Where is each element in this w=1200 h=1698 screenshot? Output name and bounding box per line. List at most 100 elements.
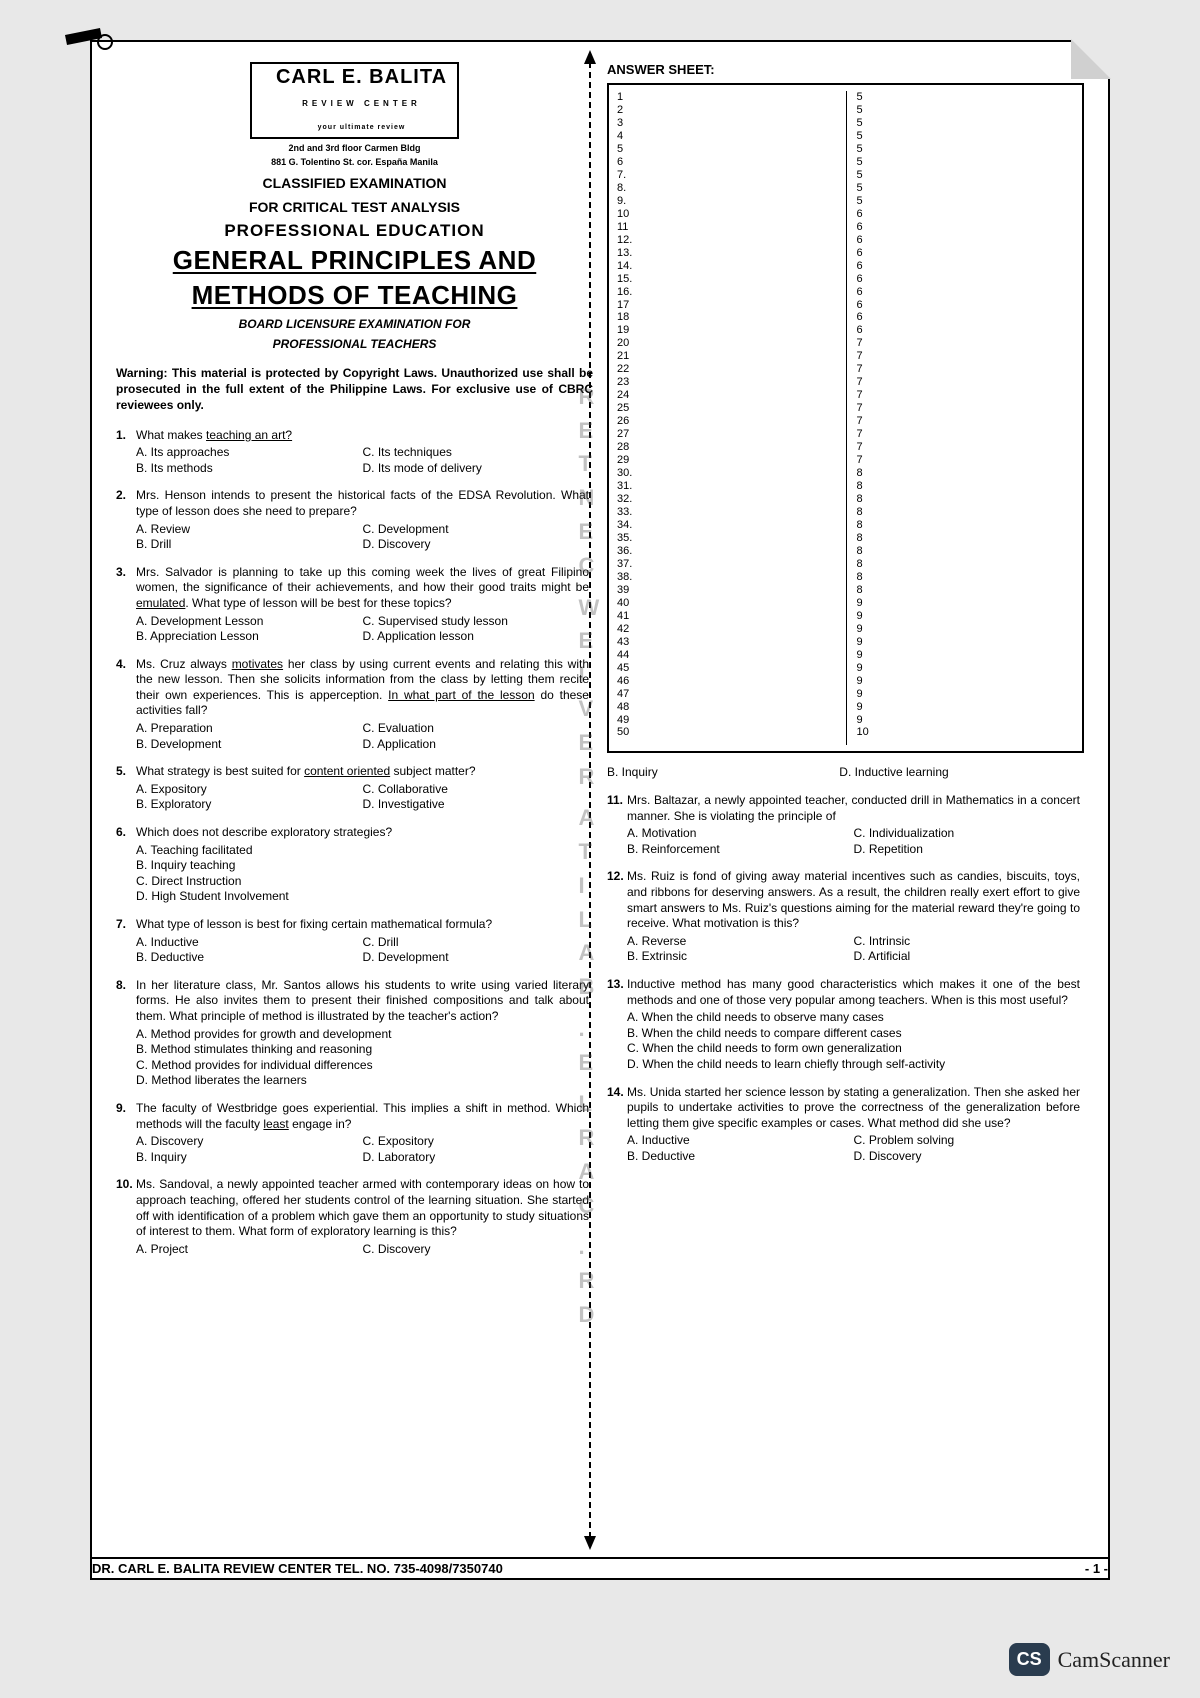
answer-num: 8 <box>857 558 863 571</box>
answer-row: 9. <box>617 195 846 208</box>
answer-row: 31. <box>617 480 846 493</box>
answer-num: 25 <box>617 402 629 415</box>
answer-num: 9 <box>857 701 863 714</box>
option-cell: B. Reinforcement <box>627 842 854 858</box>
answer-num: 7 <box>857 363 863 376</box>
answer-row: 14. <box>617 260 846 273</box>
option-cell: B. Inquiry teaching <box>136 858 589 874</box>
question-item: 12.Ms. Ruiz is fond of giving away mater… <box>607 869 1084 965</box>
answer-row: 35. <box>617 532 846 545</box>
question-item: 7.What type of lesson is best for fixing… <box>116 917 593 966</box>
question-item: 8.In her literature class, Mr. Santos al… <box>116 978 593 1089</box>
answer-num: 7 <box>857 376 863 389</box>
answer-num: 16. <box>617 286 632 299</box>
answer-row: 8 <box>857 480 1075 493</box>
answer-row: 17 <box>617 299 846 312</box>
answer-row: 25 <box>617 402 846 415</box>
answer-row: 44 <box>617 649 846 662</box>
question-number: 13. <box>607 977 627 993</box>
question-item: 10.Ms. Sandoval, a newly appointed teach… <box>116 1177 593 1257</box>
answer-num: 39 <box>617 584 629 597</box>
option-cell: B. Its methods <box>136 461 363 477</box>
answer-num: 7 <box>857 428 863 441</box>
answer-row: 48 <box>617 701 846 714</box>
question-item: 14.Ms. Unida started her science lesson … <box>607 1085 1084 1165</box>
option-cell: B. When the child needs to compare diffe… <box>627 1026 1080 1042</box>
answer-num: 6 <box>857 208 863 221</box>
question-body: Mrs. Salvador is planning to take up thi… <box>136 565 589 645</box>
answer-num: 8. <box>617 182 626 195</box>
option-cell: D. Investigative <box>363 797 590 813</box>
answer-row: 12. <box>617 234 846 247</box>
answer-row: 8 <box>857 467 1075 480</box>
question-item: 9.The faculty of Westbridge goes experie… <box>116 1101 593 1165</box>
answer-row: 32. <box>617 493 846 506</box>
question-body: What makes teaching an art?A. Its approa… <box>136 428 589 477</box>
question-number: 5. <box>116 764 136 780</box>
question-item: 3.Mrs. Salvador is planning to take up t… <box>116 565 593 645</box>
option-cell: D. Development <box>363 950 590 966</box>
answer-row: 6 <box>857 221 1075 234</box>
answer-row: 7 <box>857 376 1075 389</box>
answer-row: 8 <box>857 545 1075 558</box>
option-cell: A. Development Lesson <box>136 614 363 630</box>
answer-row: 7 <box>857 402 1075 415</box>
option-cell: D. Laboratory <box>363 1150 590 1166</box>
option-cell: A. When the child needs to observe many … <box>627 1010 1080 1026</box>
answer-num: 36. <box>617 545 632 558</box>
question-body: Mrs. Baltazar, a newly appointed teacher… <box>627 793 1080 857</box>
answer-num: 2 <box>617 104 623 117</box>
answer-num: 44 <box>617 649 629 662</box>
answer-row: 3 <box>617 117 846 130</box>
answer-num: 3 <box>617 117 623 130</box>
question-body: What strategy is best suited for content… <box>136 764 589 813</box>
q10-opt-b: B. Inquiry <box>607 765 836 779</box>
question-body: Inductive method has many good character… <box>627 977 1080 1073</box>
answer-num: 8 <box>857 467 863 480</box>
question-number: 3. <box>116 565 136 581</box>
answer-num: 42 <box>617 623 629 636</box>
answer-num: 28 <box>617 441 629 454</box>
question-number: 1. <box>116 428 136 444</box>
header-block: CARL E. BALITA REVIEW CENTER your ultima… <box>116 62 593 351</box>
answer-num: 5 <box>857 156 863 169</box>
answer-row: 39 <box>617 584 846 597</box>
answer-num: 38. <box>617 571 632 584</box>
option-cell: D. Its mode of delivery <box>363 461 590 477</box>
answer-row: 27 <box>617 428 846 441</box>
question-body: Ms. Cruz always motivates her class by u… <box>136 657 589 753</box>
answer-row: 7. <box>617 169 846 182</box>
answer-row: 5 <box>857 130 1075 143</box>
question-item: 5.What strategy is best suited for conte… <box>116 764 593 813</box>
answer-num: 24 <box>617 389 629 402</box>
option-cell: D. Repetition <box>854 842 1081 858</box>
answer-row: 6 <box>857 247 1075 260</box>
answer-num: 7 <box>857 389 863 402</box>
answer-num: 21 <box>617 350 629 363</box>
answer-row: 8. <box>617 182 846 195</box>
answer-num: 7 <box>857 350 863 363</box>
answer-row: 9 <box>857 636 1075 649</box>
answer-num: 23 <box>617 376 629 389</box>
answer-num: 50 <box>617 726 629 739</box>
question-body: What type of lesson is best for fixing c… <box>136 917 589 966</box>
option-cell: A. Expository <box>136 782 363 798</box>
answer-num: 20 <box>617 337 629 350</box>
answer-row: 5 <box>857 195 1075 208</box>
option-cell: A. Review <box>136 522 363 538</box>
answer-row: 5 <box>857 91 1075 104</box>
answer-row: 10 <box>857 726 1075 739</box>
answer-num: 9 <box>857 649 863 662</box>
answer-row: 5 <box>857 143 1075 156</box>
answer-num: 6 <box>857 234 863 247</box>
answer-num: 45 <box>617 662 629 675</box>
option-cell: B. Method stimulates thinking and reason… <box>136 1042 589 1058</box>
answer-row: 13. <box>617 247 846 260</box>
question-body: Mrs. Henson intends to present the histo… <box>136 488 589 552</box>
answer-row: 36. <box>617 545 846 558</box>
answer-num: 6 <box>857 260 863 273</box>
answer-num: 7 <box>857 337 863 350</box>
option-cell: C. Problem solving <box>854 1133 1081 1149</box>
answer-row: 22 <box>617 363 846 376</box>
option-cell: D. Discovery <box>363 537 590 553</box>
